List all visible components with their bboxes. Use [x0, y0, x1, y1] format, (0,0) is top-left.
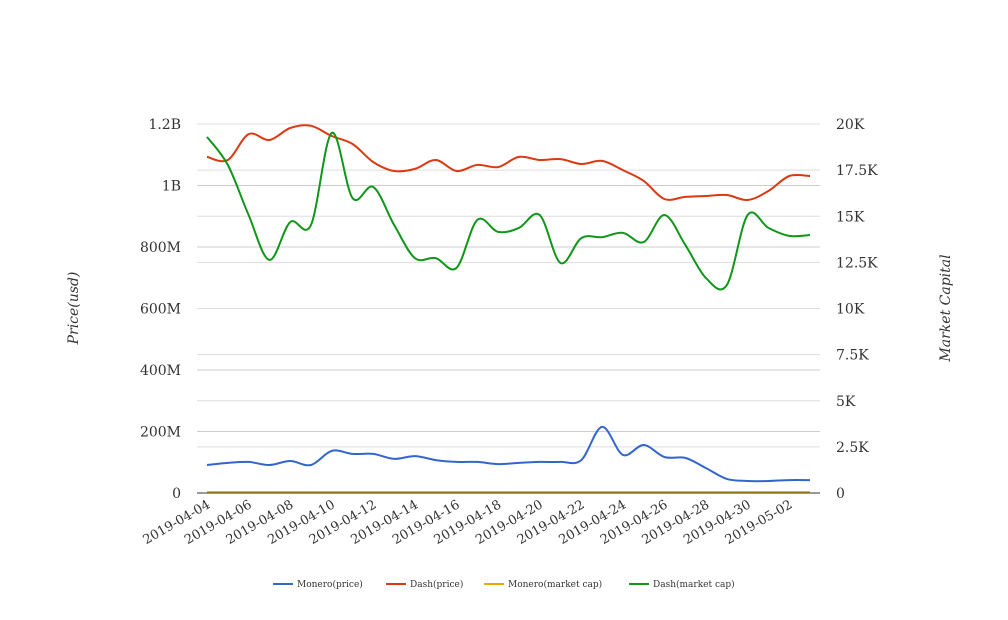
y-tick-label: 400M — [140, 363, 181, 379]
y2-tick-label: 0 — [836, 486, 845, 502]
y2-tick-label: 5K — [836, 394, 856, 410]
legend: Monero(price) Dash(price) Monero(market ca… — [273, 579, 735, 590]
y-tick-label: 0 — [172, 486, 181, 502]
series-line-dash-market-cap — [207, 133, 810, 290]
y-tick-label: 1B — [162, 179, 181, 195]
legend-item: Dash(price) — [386, 579, 463, 590]
legend-label: Dash(price) — [410, 579, 463, 590]
series-line-dash-price — [207, 125, 810, 200]
y2-tick-label: 7.5K — [836, 348, 869, 364]
y-tick-label: 1.2B — [148, 117, 181, 133]
y-axis-title: Price(usd) — [66, 272, 82, 346]
legend-label: Dash(market cap) — [653, 579, 735, 590]
y2-tick-label: 2.5K — [836, 440, 869, 456]
y-axis-right: 0 2.5K 5K 7.5K 10K 12.5K 15K 17.5K 20K — [836, 117, 878, 502]
x-axis: 2019-04-042019-04-062019-04-082019-04-10… — [141, 497, 796, 547]
y2-tick-label: 10K — [836, 302, 865, 318]
legend-item: Dash(market cap) — [629, 579, 735, 590]
y2-tick-label: 12.5K — [836, 255, 878, 271]
legend-item: Monero(market cap) — [484, 579, 602, 590]
y2-tick-label: 17.5K — [836, 163, 878, 179]
y2-axis-title: Market Capital — [938, 254, 954, 362]
legend-label: Monero(market cap) — [508, 579, 602, 590]
series-line-monero-price — [207, 427, 810, 481]
legend-item: Monero(price) — [273, 579, 363, 590]
legend-label: Monero(price) — [297, 579, 363, 590]
y-tick-label: 800M — [140, 240, 181, 256]
y-tick-label: 200M — [140, 425, 181, 441]
y2-tick-label: 15K — [836, 209, 865, 225]
y-axis-left: 0 200M 400M 600M 800M 1B 1.2B — [140, 117, 181, 502]
y-tick-label: 600M — [140, 302, 181, 318]
y2-tick-label: 20K — [836, 117, 865, 133]
